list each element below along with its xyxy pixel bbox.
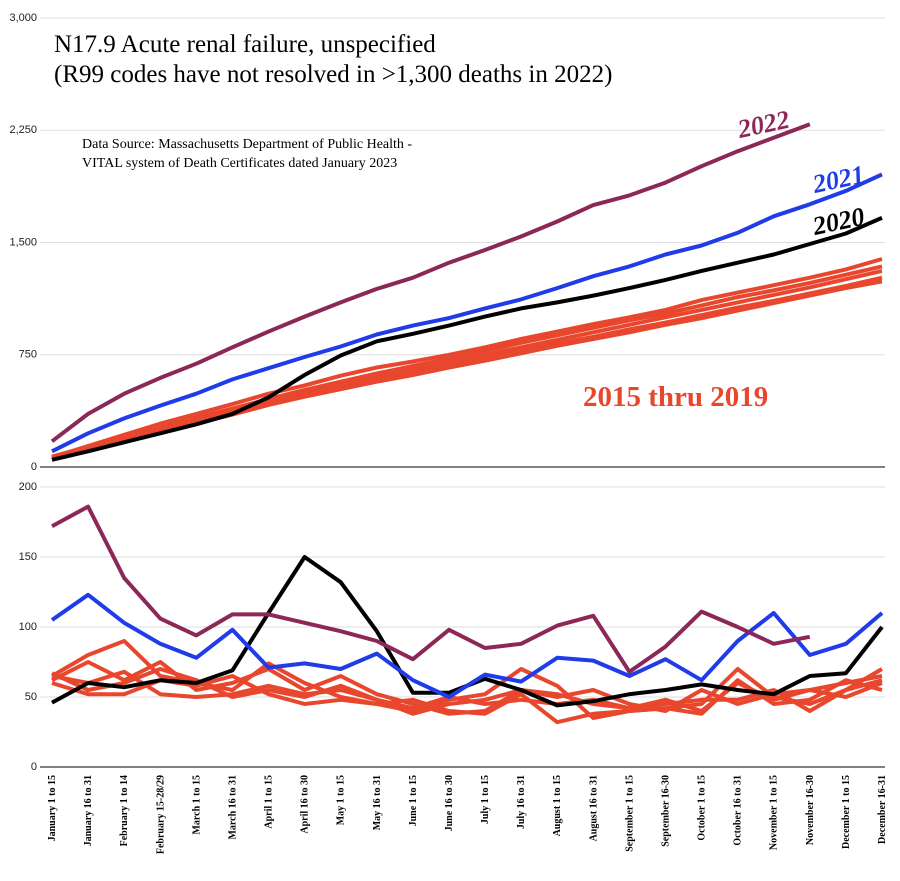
x-tick-label: September 1 to 15 <box>624 775 635 852</box>
series-label: 2020 <box>809 202 867 241</box>
x-tick-label: January 16 to 31 <box>83 775 94 846</box>
x-tick-label: February 15-28/29 <box>155 775 166 854</box>
x-tick-label: July 16 to 31 <box>516 775 527 829</box>
x-tick-label: October 1 to 15 <box>697 775 708 841</box>
x-tick-label: September 16-30 <box>660 775 671 847</box>
series-line <box>51 215 883 462</box>
series-label: 2021 <box>809 160 867 199</box>
series-label: 2022 <box>734 105 792 144</box>
y-tick-label: 750 <box>19 349 37 361</box>
x-tick-label: November 16-30 <box>805 775 816 845</box>
series-line <box>51 172 883 454</box>
source-note: VITAL system of Death Certificates dated… <box>82 156 397 171</box>
series-line <box>50 122 811 443</box>
x-tick-label: March 16 to 31 <box>227 775 238 840</box>
x-tick-label: November 1 to 15 <box>769 775 780 850</box>
x-tick-label: June 16 to 30 <box>444 775 455 831</box>
y-tick-label: 1,500 <box>9 236 37 248</box>
series-line <box>50 592 884 699</box>
x-tick-label: December 1 to 15 <box>841 775 852 849</box>
source-note: Data Source: Massachusetts Department of… <box>82 137 412 152</box>
x-tick-label: February 1 to 14 <box>119 775 130 846</box>
line-2015-2019 <box>51 669 883 713</box>
x-tick-label: December 16-31 <box>877 775 888 844</box>
y-tick-label: 200 <box>19 481 37 493</box>
line-2015-2019 <box>51 275 883 459</box>
group-label: 2015 thru 2019 <box>583 381 768 413</box>
y-tick-label: 3,000 <box>9 12 37 24</box>
chart-subtitle: (R99 codes have not resolved in >1,300 d… <box>54 61 612 88</box>
x-tick-label: March 1 to 15 <box>191 775 202 835</box>
y-tick-label: 0 <box>31 461 37 473</box>
x-tick-label: April 1 to 15 <box>264 775 275 829</box>
x-tick-label: January 1 to 15 <box>47 775 58 841</box>
x-tick-label: August 1 to 15 <box>552 775 563 836</box>
x-tick-label: July 1 to 15 <box>480 775 491 824</box>
line-2015-2019 <box>51 264 883 460</box>
y-tick-label: 2,250 <box>9 124 37 136</box>
line-2015-2019 <box>51 257 883 460</box>
chart-title: N17.9 Acute renal failure, unspecified <box>54 31 436 58</box>
x-tick-label: May 1 to 15 <box>336 775 347 825</box>
x-tick-label: May 16 to 31 <box>372 775 383 830</box>
y-tick-label: 100 <box>19 621 37 633</box>
x-tick-label: August 16 to 31 <box>588 775 599 841</box>
x-tick-label: April 16 to 30 <box>300 775 311 834</box>
line-2015-2019 <box>51 674 883 725</box>
x-tick-label: October 16 to 31 <box>733 775 744 846</box>
y-tick-label: 150 <box>19 551 37 563</box>
series-line <box>51 504 811 674</box>
x-tick-label: June 1 to 15 <box>408 775 419 826</box>
y-tick-label: 0 <box>31 761 37 773</box>
y-tick-label: 50 <box>25 691 37 703</box>
